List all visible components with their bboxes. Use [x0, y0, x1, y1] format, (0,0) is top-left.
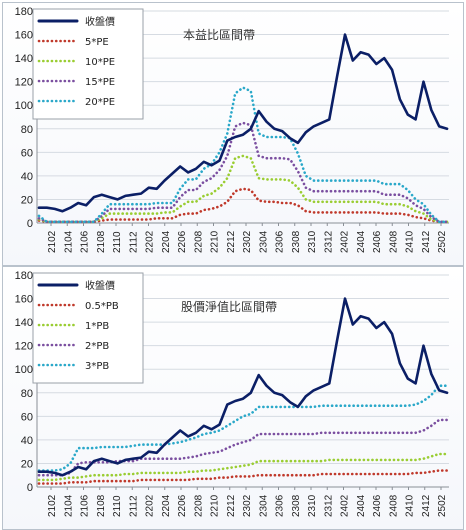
pb-band-chart: 0 20 40 60 80 100 120 140 160 180 2102 2104 2106 2108… [15, 270, 449, 517]
x-tick-label: 2112 [128, 231, 139, 253]
x-tick-label: 2110 [112, 495, 123, 517]
series-line-3 [37, 418, 449, 477]
legend-label: 15*PE [85, 77, 115, 88]
x-tick-label: 2406 [372, 494, 383, 517]
y-tick-label: 40 [21, 171, 33, 183]
pe-band-chart-panel: 0 20 40 60 80 100 120 140 160 180 2102 2104 2106 2108… [2, 2, 464, 266]
x-tick-label: 2204 [161, 230, 172, 253]
y-tick-label: 140 [15, 317, 33, 329]
x-tick-label: 2404 [356, 230, 367, 253]
pe-band-chart: 0 20 40 60 80 100 120 140 160 180 2102 2104 2106 2108… [15, 6, 449, 253]
y-tick-label: 120 [15, 341, 33, 353]
legend-label: 收盤價 [85, 279, 115, 292]
x-tick-label: 2206 [177, 494, 188, 517]
y-tick-label: 160 [15, 30, 33, 42]
x-tick-label: 2108 [96, 230, 107, 253]
chart-title: 股價淨值比區間帶 [181, 299, 277, 314]
y-tick-label: 20 [21, 458, 33, 470]
x-tick-label: 2202 [145, 230, 156, 253]
x-tick-label: 2104 [63, 494, 74, 517]
x-tick-label: 2502 [437, 230, 448, 253]
x-tick-label: 2310 [307, 230, 318, 253]
pb-band-chart-panel: 0 20 40 60 80 100 120 140 160 180 2102 2104 2106 2108… [2, 266, 464, 530]
y-tick-label: 60 [21, 147, 33, 159]
x-tick-label: 2208 [193, 494, 204, 517]
legend-label: 收盤價 [85, 15, 115, 28]
y-tick-label: 180 [15, 270, 33, 282]
y-tick-label: 40 [21, 435, 33, 447]
x-tick-label: 2306 [275, 494, 286, 517]
legend-label: 3*PB [85, 361, 109, 372]
x-tick-label: 2212 [226, 230, 237, 253]
x-tick-label: 2408 [388, 494, 399, 517]
x-tick-label: 2210 [210, 494, 221, 517]
series-line-3 [37, 121, 449, 224]
x-tick-label: 2106 [80, 494, 91, 517]
x-tick-label: 2202 [145, 494, 156, 517]
series-line-4 [37, 86, 449, 224]
x-tick-label: 2308 [291, 230, 302, 253]
x-tick-label: 2104 [63, 230, 74, 253]
y-tick-label: 80 [21, 124, 33, 136]
series-line-4 [37, 384, 449, 472]
y-tick-label: 140 [15, 53, 33, 65]
y-tick-label: 120 [15, 77, 33, 89]
x-tick-label: 2406 [372, 230, 383, 253]
x-tick-label: 2304 [258, 230, 269, 253]
x-tick-label: 2404 [356, 494, 367, 517]
x-tick-label: 2206 [177, 230, 188, 253]
x-tick-label: 2302 [242, 494, 253, 517]
x-tick-label: 2302 [242, 230, 253, 253]
y-tick-label: 0 [27, 482, 33, 494]
y-tick-label: 100 [15, 364, 33, 376]
y-tick-label: 80 [21, 388, 33, 400]
legend-label: 1*PB [85, 321, 109, 332]
series-line-0 [37, 33, 449, 213]
y-tick-label: 20 [21, 194, 33, 206]
x-tick-label: 2412 [421, 494, 432, 517]
x-tick-label: 2102 [47, 494, 58, 517]
x-tick-label: 2106 [80, 230, 91, 253]
x-tick-label: 2102 [47, 230, 58, 253]
x-tick-label: 2502 [437, 494, 448, 517]
legend-label: 20*PE [85, 97, 115, 108]
legend-label: 0.5*PB [85, 301, 119, 312]
series-line-2 [37, 154, 449, 224]
y-tick-label: 180 [15, 6, 33, 18]
x-tick-label: 2112 [128, 495, 139, 517]
x-tick-label: 2312 [323, 230, 334, 253]
x-tick-label: 2402 [340, 494, 351, 517]
y-tick-label: 160 [15, 294, 33, 306]
chart-title: 本益比區間帶 [183, 28, 255, 42]
x-tick-label: 2408 [388, 230, 399, 253]
x-tick-label: 2402 [340, 230, 351, 253]
series-line-2 [37, 452, 449, 482]
series-line-1 [37, 469, 449, 485]
x-tick-label: 2108 [96, 494, 107, 517]
x-tick-label: 2308 [291, 494, 302, 517]
x-tick-label: 2304 [258, 494, 269, 517]
series-line-0 [37, 297, 449, 477]
y-tick-label: 100 [15, 100, 33, 112]
x-tick-label: 2310 [307, 494, 318, 517]
x-tick-label: 2312 [323, 494, 334, 517]
legend-label: 2*PB [85, 341, 109, 352]
x-tick-label: 2410 [405, 494, 416, 517]
y-tick-label: 0 [27, 218, 33, 230]
x-tick-label: 2212 [226, 494, 237, 517]
series-line-1 [37, 187, 449, 224]
x-tick-label: 2210 [210, 230, 221, 253]
x-tick-label: 2204 [161, 494, 172, 517]
legend-label: 5*PE [85, 37, 109, 48]
y-tick-label: 60 [21, 411, 33, 423]
x-tick-label: 2208 [193, 230, 204, 253]
x-tick-label: 2410 [405, 230, 416, 253]
x-tick-label: 2110 [112, 231, 123, 253]
legend-label: 10*PE [85, 57, 115, 68]
x-tick-label: 2412 [421, 230, 432, 253]
x-tick-label: 2306 [275, 230, 286, 253]
